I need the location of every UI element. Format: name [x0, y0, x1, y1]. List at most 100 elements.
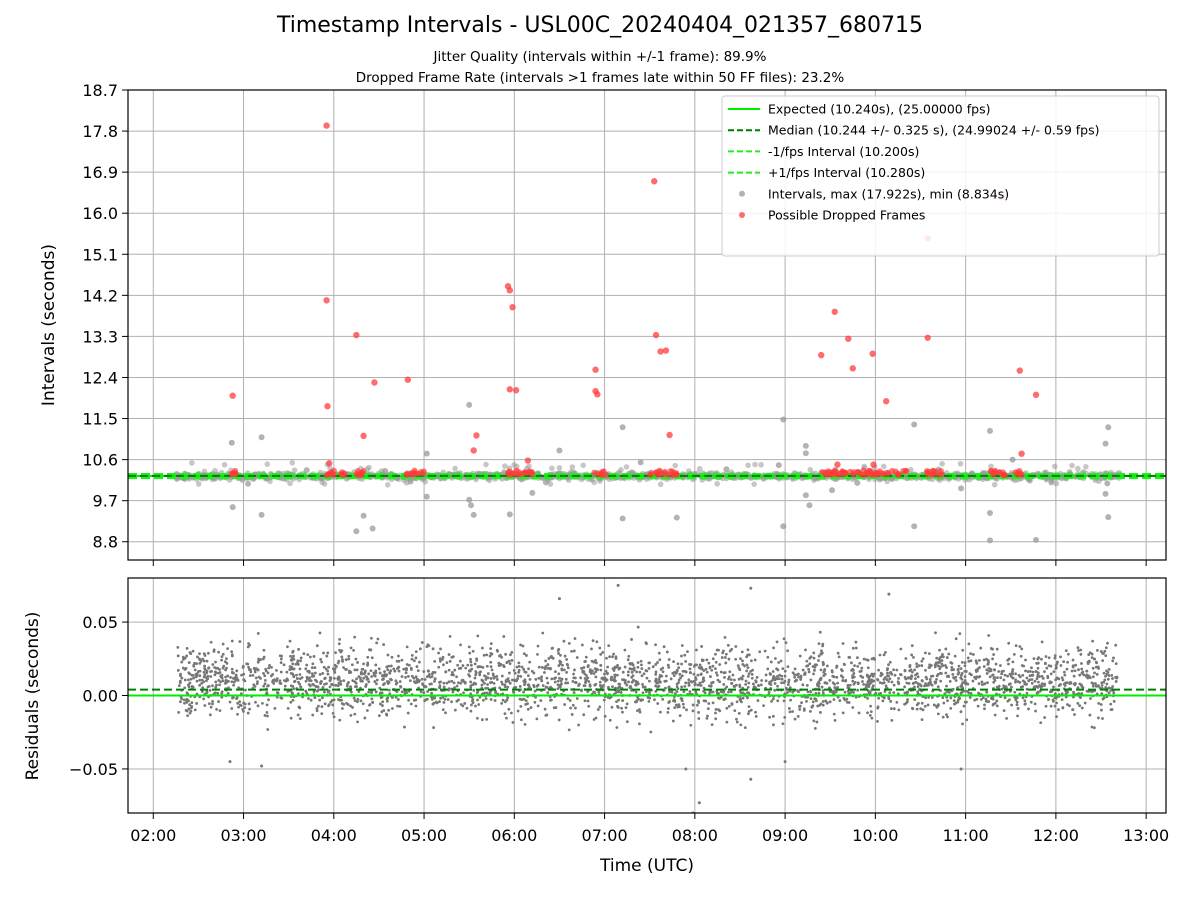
residual-point: [242, 678, 246, 682]
residual-point: [1003, 673, 1007, 677]
residual-point: [525, 654, 528, 657]
residual-point: [624, 706, 628, 709]
residual-point: [1077, 668, 1080, 672]
dropped-frame-point: [880, 471, 887, 478]
residual-point: [809, 678, 813, 682]
residual-point: [924, 696, 927, 700]
residual-point: [782, 637, 786, 641]
residual-point: [489, 651, 493, 655]
residual-point: [776, 675, 779, 678]
dropped-frame-point: [229, 392, 236, 399]
residual-point: [810, 705, 814, 709]
residual-point: [353, 712, 357, 716]
residual-point: [230, 653, 234, 657]
residual-point: [1052, 699, 1055, 703]
residual-point: [808, 662, 812, 666]
residual-point: [381, 683, 385, 686]
residual-point: [805, 659, 809, 663]
residual-point: [355, 668, 359, 672]
residual-point: [995, 647, 999, 651]
residual-point: [275, 691, 279, 694]
residual-point: [684, 681, 688, 685]
residual-point: [237, 686, 241, 690]
residual-point: [364, 685, 368, 688]
legend-label: Median (10.244 +/- 0.325 s), (24.99024 +…: [768, 123, 1099, 138]
residual-point: [349, 713, 353, 717]
interval-point: [382, 468, 389, 475]
residual-point: [1105, 672, 1109, 676]
residual-point: [564, 677, 568, 681]
residual-point: [711, 657, 715, 661]
residual-point: [528, 677, 532, 681]
residual-point: [1086, 662, 1090, 666]
residual-point: [288, 665, 292, 668]
residual-point: [718, 680, 722, 684]
residual-point: [572, 691, 576, 694]
dropped-frame-point: [229, 471, 236, 478]
residual-point: [935, 677, 938, 681]
residual-point: [448, 659, 452, 663]
interval-point: [623, 464, 630, 470]
interval-point: [245, 480, 252, 487]
interval-point: [1075, 465, 1081, 472]
residual-point: [775, 667, 778, 671]
residual-point: [860, 666, 864, 670]
interval-point: [506, 511, 513, 518]
residual-point: [248, 707, 252, 711]
residual-point: [991, 657, 994, 661]
residual-point: [643, 685, 647, 689]
residual-point: [915, 672, 919, 676]
residual-point: [444, 670, 448, 674]
residual-point: [502, 665, 506, 669]
dropped-frame-point: [1012, 469, 1019, 476]
residual-point: [737, 666, 741, 670]
residual-point: [927, 696, 931, 699]
residual-point: [993, 713, 997, 717]
residual-point: [572, 649, 576, 653]
residual-point: [360, 672, 363, 676]
residual-point: [295, 677, 299, 680]
x-tick-label: 13:00: [1123, 826, 1169, 845]
residual-point: [731, 673, 735, 677]
residual-point: [601, 650, 605, 654]
residual-point: [658, 680, 662, 684]
residual-point: [1036, 685, 1040, 689]
residual-point: [439, 680, 442, 684]
dropped-frame-point: [854, 468, 861, 475]
residual-point: [1065, 667, 1069, 671]
residual-point: [816, 684, 819, 687]
residual-point: [832, 675, 836, 679]
jitter-quality-subtitle: Jitter Quality (intervals within +/-1 fr…: [433, 49, 767, 65]
residual-point: [409, 702, 413, 706]
residual-point: [524, 699, 528, 703]
residual-point: [1099, 650, 1103, 653]
interval-point: [988, 463, 994, 470]
residual-point: [229, 676, 232, 679]
dropped-frame-point: [656, 467, 663, 474]
residual-point: [434, 700, 438, 704]
residual-point: [987, 660, 990, 664]
residual-point: [987, 700, 991, 703]
residual-point: [526, 674, 530, 678]
residual-point: [640, 674, 644, 678]
residual-point: [176, 646, 180, 649]
top-plot-area: [128, 122, 1166, 544]
residual-point: [677, 666, 681, 670]
residual-point: [554, 670, 557, 674]
residual-point: [202, 697, 206, 701]
residual-point: [1103, 649, 1107, 653]
interval-point: [911, 421, 918, 428]
residual-point: [198, 652, 201, 656]
residual-point: [375, 682, 378, 686]
residual-point: [920, 679, 924, 682]
residual-point: [176, 654, 180, 658]
residual-point: [983, 682, 987, 686]
residual-point: [962, 704, 966, 708]
residual-point: [817, 642, 821, 645]
residual-point: [1000, 687, 1004, 691]
residual-point: [344, 667, 348, 671]
residual-point: [872, 679, 876, 683]
residual-point: [910, 706, 914, 710]
residual-point: [944, 664, 947, 667]
interval-point: [501, 463, 508, 469]
